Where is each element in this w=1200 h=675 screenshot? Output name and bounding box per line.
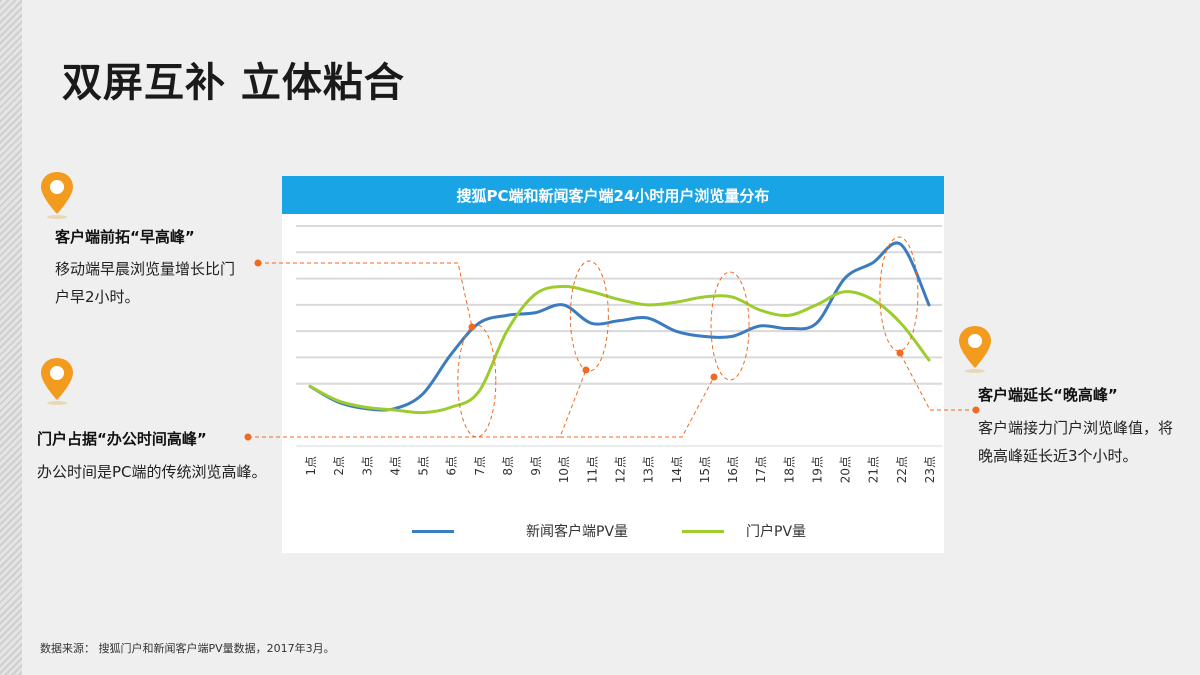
x-tick-label: 13点 (642, 456, 656, 483)
x-tick-label: 4点 (388, 456, 402, 476)
x-tick-label: 7点 (473, 456, 487, 476)
x-tick-label: 9点 (529, 456, 543, 476)
data-source-note: 数据来源： 搜狐门户和新闻客户端PV量数据，2017年3月。 (40, 642, 335, 655)
x-tick-label: 3点 (360, 456, 374, 476)
annotation-heading-morning: 客户端前拓“早高峰” (55, 228, 195, 246)
x-tick-label: 17点 (754, 456, 768, 483)
callout-dot (254, 259, 262, 267)
x-tick-label: 8点 (501, 456, 515, 476)
x-tick-label: 12点 (614, 456, 628, 483)
callout-dot (244, 433, 252, 441)
callout-dot (972, 406, 980, 414)
x-tick-label: 19点 (810, 456, 824, 483)
line-chart: 1点 2点 3点 4点 5点 6点 7点 8点 9点 10点 11点 12点 13点 14点 15点 16点 1… (296, 225, 942, 483)
x-tick-label: 20点 (839, 456, 853, 483)
x-tick-label: 11点 (585, 456, 599, 483)
legend-news: 新闻客户端PV量 (412, 520, 628, 542)
location-pin-icon (959, 326, 991, 373)
series-news-line (308, 241, 931, 412)
decorative-stripe (0, 0, 22, 675)
x-tick-label: 14点 (670, 456, 684, 483)
x-tick-label: 5点 (417, 456, 431, 476)
annotation-body-office: 办公时间是PC端的传统浏览高峰。 (37, 463, 267, 481)
legend-label-portal: 门户PV量 (746, 524, 807, 540)
annotation-heading-office: 门户占据“办公时间高峰” (37, 430, 207, 448)
page-title: 双屏互补 立体粘合 (62, 60, 405, 106)
x-tick-label: 16点 (726, 456, 740, 483)
x-tick-label: 23点 (923, 456, 937, 483)
chart-panel: 搜狐PC端和新闻客户端24小时用户浏览量分布 1点 2点 3点 4点 5点 6点 7点 8点 9… (282, 176, 944, 553)
x-tick-label: 18点 (782, 456, 796, 483)
x-tick-label: 22点 (895, 456, 909, 483)
legend-portal: 门户PV量 (682, 520, 806, 542)
x-tick-label: 6点 (445, 456, 459, 476)
x-tick-label: 2点 (332, 456, 346, 476)
location-pin-icon (41, 358, 73, 405)
x-tick-label: 1点 (304, 456, 318, 476)
legend-label-news: 新闻客户端PV量 (526, 524, 629, 540)
location-pin-icon (41, 172, 73, 219)
x-tick-label: 21点 (867, 456, 881, 483)
annotation-body-morning: 移动端早晨浏览量增长比门户早2小时。 (55, 260, 236, 306)
chart-title: 搜狐PC端和新闻客户端24小时用户浏览量分布 (282, 176, 944, 214)
x-tick-label: 10点 (557, 456, 571, 483)
annotation-heading-evening: 客户端延长“晚高峰” (978, 386, 1118, 404)
legend-swatch-news (412, 529, 454, 533)
x-tick-label: 15点 (698, 456, 712, 483)
annotation-body-evening: 客户端接力门户浏览峰值，将晚高峰延长近3个小时。 (978, 419, 1174, 465)
legend-swatch-portal (682, 529, 724, 533)
